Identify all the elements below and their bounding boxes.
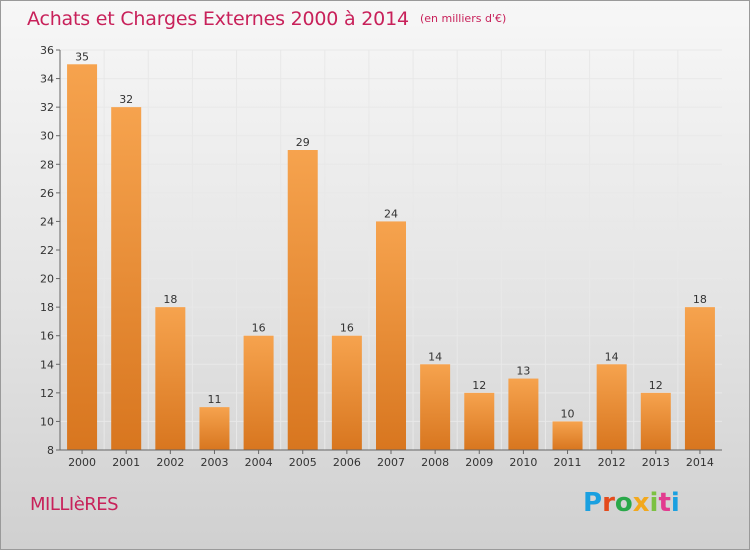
x-tick-label: 2003 bbox=[200, 456, 228, 469]
x-tick-label: 2012 bbox=[598, 456, 626, 469]
chart-title: Achats et Charges Externes 2000 à 2014 bbox=[27, 8, 409, 30]
y-tick-label: 30 bbox=[40, 130, 54, 143]
y-tick-label: 14 bbox=[40, 358, 54, 371]
x-tick-label: 2004 bbox=[245, 456, 273, 469]
bar-2010 bbox=[508, 378, 539, 450]
bar-2009 bbox=[464, 392, 495, 450]
x-tick-label: 2000 bbox=[68, 456, 96, 469]
data-label: 10 bbox=[561, 407, 575, 420]
bar-2007 bbox=[376, 221, 406, 450]
data-label: 32 bbox=[119, 93, 133, 106]
bar-2011 bbox=[552, 421, 583, 450]
y-tick-label: 12 bbox=[40, 387, 54, 400]
y-tick-label: 26 bbox=[40, 187, 54, 200]
bar-2002 bbox=[155, 307, 186, 450]
bar-2005 bbox=[287, 150, 318, 450]
data-label: 16 bbox=[252, 322, 266, 335]
y-tick-label: 20 bbox=[40, 273, 54, 286]
data-label: 18 bbox=[693, 293, 707, 306]
logo-letter: r bbox=[602, 488, 615, 518]
data-label: 14 bbox=[605, 350, 619, 363]
x-tick-label: 2014 bbox=[686, 456, 714, 469]
data-label: 14 bbox=[428, 350, 442, 363]
bar-2004 bbox=[243, 335, 274, 450]
x-tick-label: 2011 bbox=[554, 456, 582, 469]
x-tick-label: 2010 bbox=[509, 456, 537, 469]
y-tick-label: 8 bbox=[47, 444, 54, 457]
y-tick-label: 34 bbox=[40, 73, 54, 86]
data-label: 12 bbox=[472, 379, 486, 392]
bar-2012 bbox=[596, 364, 627, 450]
bar-2001 bbox=[111, 107, 142, 451]
x-tick-label: 2008 bbox=[421, 456, 449, 469]
chart-unit: (en milliers d'€) bbox=[419, 12, 507, 25]
y-tick-label: 18 bbox=[40, 301, 54, 314]
y-tick-label: 32 bbox=[40, 101, 54, 114]
y-tick-label: 10 bbox=[40, 415, 54, 428]
x-tick-label: 2013 bbox=[642, 456, 670, 469]
logo-letter: o bbox=[614, 488, 633, 518]
data-label: 12 bbox=[649, 379, 663, 392]
bar-2013 bbox=[640, 392, 671, 450]
x-tick-label: 2001 bbox=[112, 456, 140, 469]
x-tick-label: 2005 bbox=[289, 456, 317, 469]
axis-layer: 8 10 12 14 16 18 20 22 24 26 28 30 32 34 36 2000 2001 200… bbox=[40, 44, 722, 469]
y-tick-label: 28 bbox=[40, 158, 54, 171]
chart-title-block: Achats et Charges Externes 2000 à 2014 (… bbox=[27, 8, 506, 30]
x-tick-label: 2002 bbox=[156, 456, 184, 469]
data-label: 35 bbox=[75, 50, 89, 63]
bar-2006 bbox=[331, 335, 362, 450]
data-label: 11 bbox=[207, 393, 221, 406]
bar-2008 bbox=[420, 364, 451, 450]
data-label: 29 bbox=[296, 136, 310, 149]
proxiti-logo: Proxiti bbox=[583, 488, 680, 518]
bar-2014 bbox=[684, 307, 715, 450]
logo-letter: x bbox=[632, 488, 650, 518]
x-tick-label: 2007 bbox=[377, 456, 405, 469]
logo-letter: i bbox=[670, 488, 680, 518]
data-label: 16 bbox=[340, 322, 354, 335]
town-name: MILLIèRES bbox=[30, 494, 119, 515]
bar-layer: 35 32 18 11 16 29 16 24 14 12 13 10 14 12 18 bbox=[67, 50, 715, 451]
y-tick-label: 24 bbox=[40, 215, 54, 228]
y-tick-label: 36 bbox=[40, 44, 54, 57]
data-label: 24 bbox=[384, 207, 398, 220]
logo-letter: P bbox=[583, 488, 603, 518]
y-tick-label: 16 bbox=[40, 330, 54, 343]
data-label: 13 bbox=[516, 365, 530, 378]
x-tick-label: 2006 bbox=[333, 456, 361, 469]
data-label: 18 bbox=[163, 293, 177, 306]
logo-letter: i bbox=[649, 488, 659, 518]
y-tick-label: 22 bbox=[40, 244, 54, 257]
x-tick-label: 2009 bbox=[465, 456, 493, 469]
logo-letter: t bbox=[658, 488, 671, 518]
bar-2000 bbox=[67, 64, 98, 451]
bar-2003 bbox=[199, 407, 230, 450]
